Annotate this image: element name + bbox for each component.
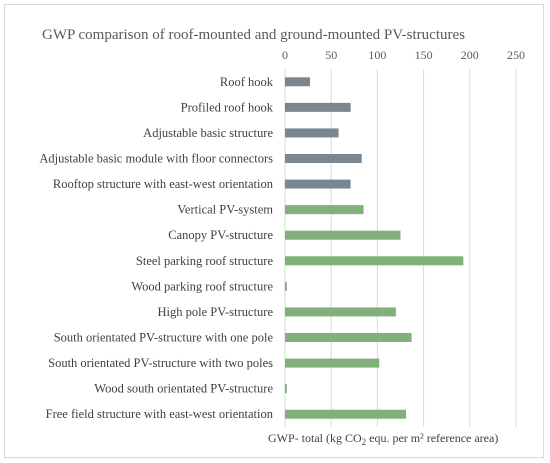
bar: [285, 205, 364, 215]
x-tick-label: 150: [415, 48, 433, 62]
bar: [285, 281, 287, 291]
x-tick-label: 0: [282, 48, 288, 62]
bar: [285, 409, 407, 419]
bar: [285, 128, 339, 138]
bar: [285, 307, 396, 317]
x-axis-label-subscript: 2: [362, 437, 367, 447]
bar: [285, 179, 351, 189]
x-tick-label: 250: [507, 48, 525, 62]
chart-frame: [4, 4, 544, 458]
bar: [285, 256, 464, 266]
category-label: Wood south orientated PV-structure: [94, 382, 273, 396]
category-label: Canopy PV-structure: [168, 228, 273, 242]
x-tick-label: 50: [325, 48, 337, 62]
bar: [285, 77, 310, 87]
x-axis-label-prefix: GWP- total (kg CO: [268, 431, 362, 445]
x-axis-label-suffix: equ. per m² reference area): [366, 431, 498, 445]
gridlines: [284, 69, 517, 427]
bars: [285, 77, 464, 419]
bar: [285, 154, 362, 163]
category-label: Profiled roof hook: [181, 100, 274, 114]
bar: [285, 333, 412, 342]
category-label: Steel parking roof structure: [136, 254, 274, 268]
bar: [285, 230, 401, 240]
category-label: South orientated PV-structure with two p…: [48, 356, 273, 370]
category-label: High pole PV-structure: [158, 305, 274, 319]
category-label: Adjustable basic structure: [143, 126, 273, 140]
chart-title: GWP comparison of roof-mounted and groun…: [42, 27, 465, 43]
bar: [285, 102, 351, 112]
category-label: Vertical PV-system: [177, 203, 273, 217]
category-label: Roof hook: [220, 75, 274, 89]
x-axis-label: GWP- total (kg CO2 equ. per m² reference…: [268, 431, 498, 447]
x-tick-label: 100: [368, 48, 386, 62]
x-axis-ticks: 0 50 100 150 200 250: [282, 48, 525, 62]
category-label: Rooftop structure with east-west orienta…: [53, 177, 274, 191]
category-labels: Roof hook Profiled roof hook Adjustable ba…: [39, 75, 273, 421]
x-tick-label: 200: [461, 48, 479, 62]
bar: [285, 384, 287, 394]
category-label: Free field structure with east-west orie…: [46, 407, 274, 421]
bar: [285, 358, 380, 368]
category-label: Adjustable basic module with floor conne…: [39, 152, 273, 166]
category-label: South orientated PV-structure with one p…: [54, 331, 274, 345]
category-label: Wood parking roof structure: [131, 279, 273, 293]
